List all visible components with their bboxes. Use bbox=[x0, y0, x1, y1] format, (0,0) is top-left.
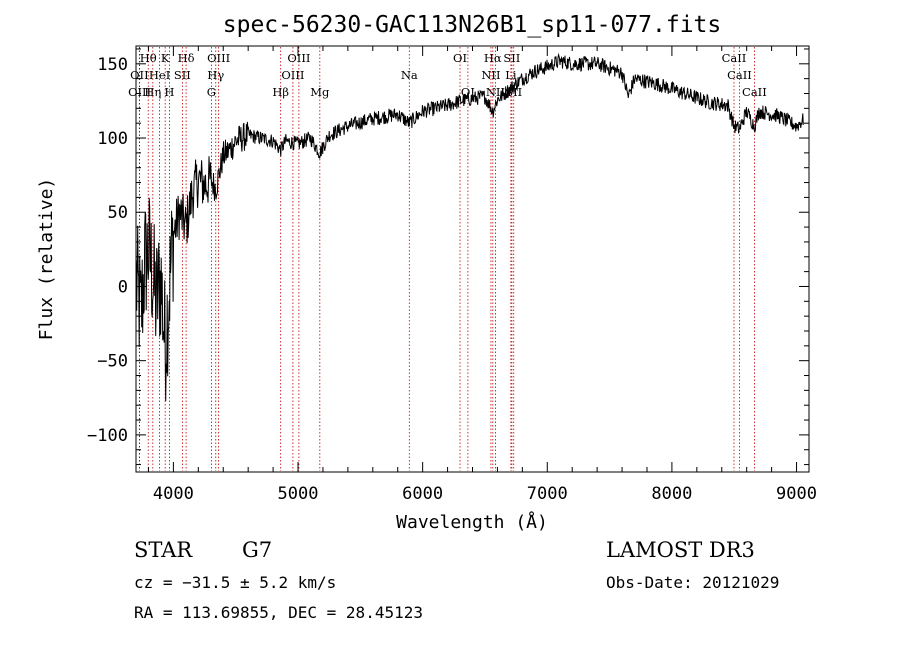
y-tick-label--100: −100 bbox=[87, 426, 128, 446]
line-label-10: HeI bbox=[149, 68, 170, 82]
object-subclass: G7 bbox=[242, 538, 273, 562]
x-tick-label-4000: 4000 bbox=[153, 484, 194, 504]
line-label-21: G bbox=[207, 85, 216, 99]
line-label-15: NII bbox=[481, 68, 500, 82]
object-class: STAR bbox=[134, 538, 193, 562]
line-label-23: Mg bbox=[310, 85, 330, 99]
spectral-line-markers bbox=[138, 47, 755, 471]
line-label-6: Hα bbox=[484, 51, 502, 65]
axis-ticks: 4000 5000 6000 7000 8000 9000 −100 −50 0 50 100 150 bbox=[87, 46, 817, 504]
y-tick-label-0: 0 bbox=[118, 277, 128, 297]
y-tick-label--50: −50 bbox=[97, 352, 128, 372]
y-tick-label-150: 150 bbox=[97, 55, 128, 75]
line-label-7: SII bbox=[503, 51, 520, 65]
line-label-14: Na bbox=[401, 68, 418, 82]
line-label-9: OII bbox=[130, 68, 149, 82]
y-tick-label-100: 100 bbox=[97, 129, 128, 149]
line-label-19: Hη bbox=[144, 85, 161, 99]
redshift-velocity: cz = −31.5 ± 5.2 km/s bbox=[134, 573, 337, 592]
line-label-12: Hγ bbox=[207, 68, 224, 82]
survey-name: LAMOST DR3 bbox=[606, 538, 755, 562]
line-label-16: Li bbox=[505, 68, 517, 82]
line-label-3: OIII bbox=[207, 51, 230, 65]
spectrum-series-line bbox=[135, 52, 804, 402]
line-label-2: Hδ bbox=[178, 51, 195, 65]
x-tick-label-5000: 5000 bbox=[278, 484, 319, 504]
line-label-1: K bbox=[161, 51, 170, 65]
line-label-27: CaII bbox=[742, 85, 767, 99]
y-axis-label: Flux (relative) bbox=[36, 178, 57, 341]
line-label-22: Hβ bbox=[272, 85, 289, 99]
line-label-0: Hθ bbox=[140, 51, 157, 65]
line-label-11: SII bbox=[174, 68, 191, 82]
line-label-18: OIII bbox=[128, 85, 151, 99]
line-label-13: OIII bbox=[281, 68, 304, 82]
x-tick-label-6000: 6000 bbox=[402, 484, 443, 504]
line-label-5: OI bbox=[453, 51, 467, 65]
x-tick-label-7000: 7000 bbox=[527, 484, 568, 504]
line-label-8: CaII bbox=[722, 51, 747, 65]
coordinates: RA = 113.69855, DEC = 28.45123 bbox=[134, 603, 423, 622]
line-label-17: CaII bbox=[727, 68, 752, 82]
chart-title: spec-56230-GAC113N26B1_sp11-077.fits bbox=[223, 12, 722, 38]
x-axis-label: Wavelength (Å) bbox=[396, 511, 548, 533]
observation-date: Obs-Date: 20121029 bbox=[606, 573, 780, 592]
y-tick-label-50: 50 bbox=[108, 203, 128, 223]
line-label-20: H bbox=[164, 85, 174, 99]
x-tick-label-9000: 9000 bbox=[776, 484, 817, 504]
plot-frame bbox=[135, 45, 810, 473]
line-label-4: OIII bbox=[287, 51, 310, 65]
x-tick-label-8000: 8000 bbox=[651, 484, 692, 504]
